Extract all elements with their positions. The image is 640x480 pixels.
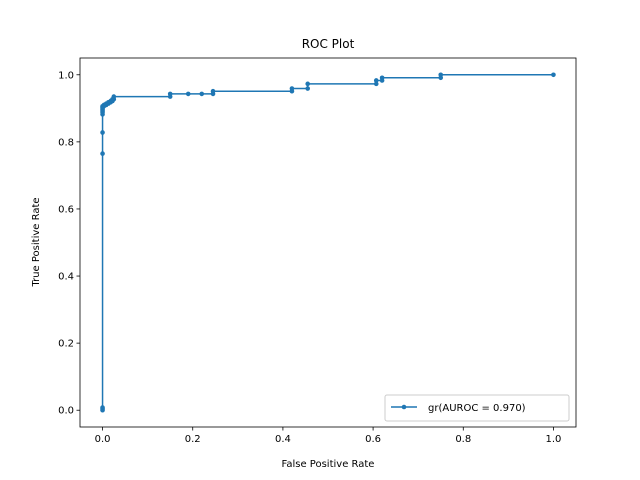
x-tick-label: 0.2	[185, 434, 201, 445]
data-point	[100, 405, 105, 410]
x-tick-label: 0.6	[365, 434, 381, 445]
data-point	[100, 130, 105, 135]
data-point	[551, 72, 556, 78]
x-tick-label: 0.0	[95, 434, 111, 445]
data-point	[199, 91, 205, 97]
data-point	[100, 151, 105, 156]
x-tick-label: 0.8	[455, 434, 471, 445]
chart-title: ROC Plot	[302, 37, 355, 51]
data-point	[373, 78, 379, 83]
y-tick-label: 0.4	[58, 272, 74, 283]
data-point	[210, 88, 216, 94]
data-point	[111, 94, 117, 99]
axes: 0.0 0.2 0.4 0.6 0.8 1.0 0.0 0.2 0.4 0.6 0.8 1.0	[58, 57, 577, 445]
data-point	[379, 75, 385, 81]
legend-marker-swatch	[401, 404, 407, 410]
plot-area	[100, 72, 556, 413]
legend-box	[384, 394, 570, 422]
legend-entry-label: gr(AUROC = 0.970)	[428, 403, 526, 414]
data-point	[305, 86, 311, 91]
x-axis-label: False Positive Rate	[282, 459, 375, 470]
y-tick-label: 0.8	[58, 137, 74, 148]
data-point	[305, 81, 311, 87]
x-tick-label: 0.4	[275, 434, 291, 445]
y-tick-label: 1.0	[58, 70, 74, 81]
data-point	[167, 91, 173, 97]
data-point	[289, 86, 295, 91]
x-tick-label: 1.0	[546, 434, 562, 445]
y-tick-label: 0.0	[58, 406, 74, 417]
data-point	[438, 72, 444, 78]
y-tick-label: 0.2	[58, 339, 74, 350]
data-point	[373, 81, 379, 87]
axes-frame	[79, 57, 577, 428]
legend: gr(AUROC = 0.970)	[384, 394, 570, 422]
data-point	[185, 91, 191, 97]
y-axis-label: True Positive Rate	[31, 197, 42, 287]
y-tick-label: 0.6	[58, 204, 74, 215]
